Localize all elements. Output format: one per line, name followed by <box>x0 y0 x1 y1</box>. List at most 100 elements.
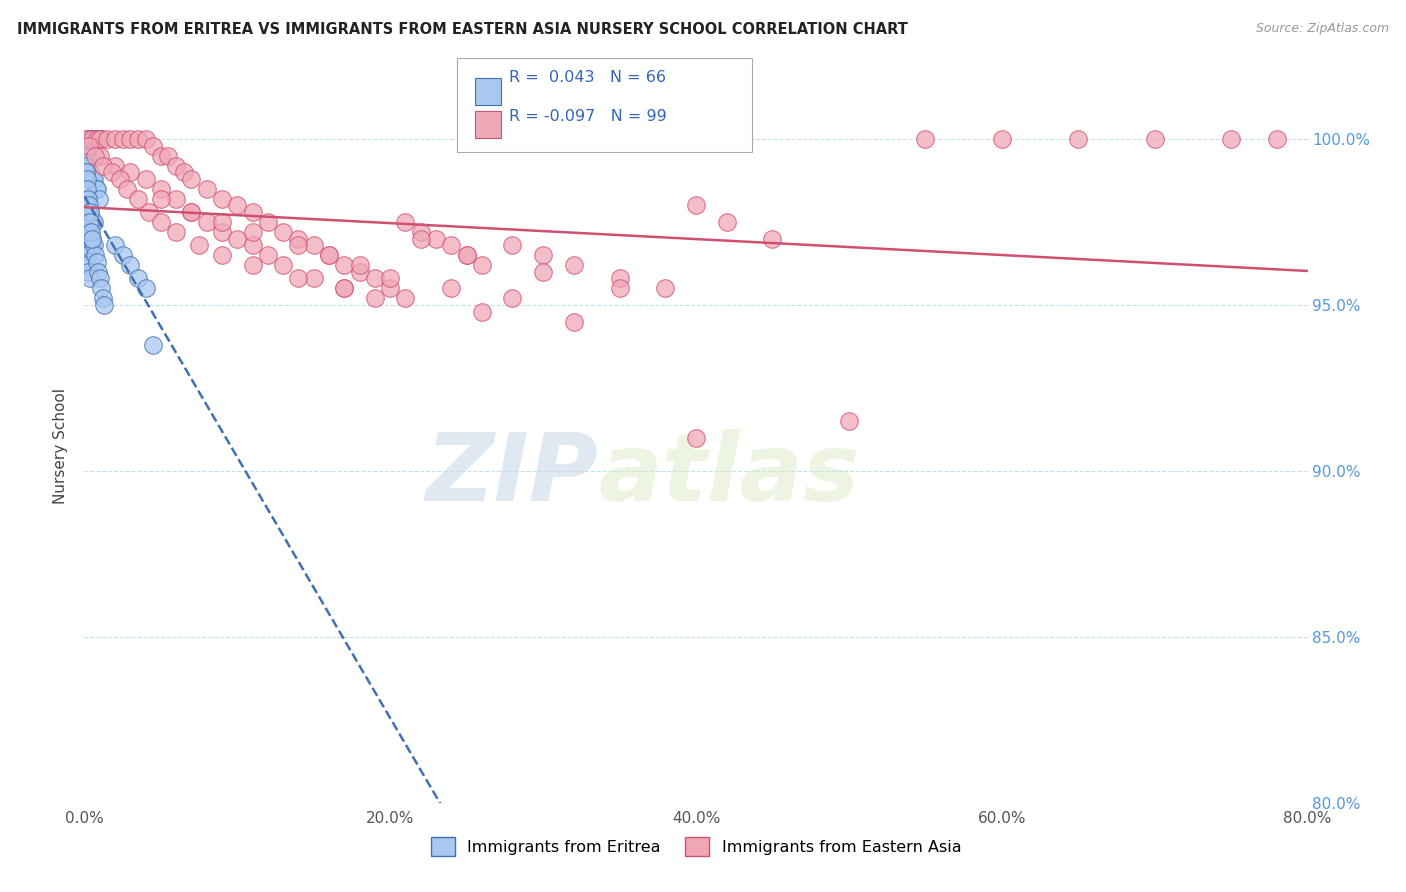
Point <box>1220 132 1243 146</box>
Point <box>80 132 103 146</box>
Point <box>409 231 432 245</box>
Point <box>349 258 371 272</box>
Text: IMMIGRANTS FROM ERITREA VS IMMIGRANTS FROM EASTERN ASIA NURSERY SCHOOL CORRELATI: IMMIGRANTS FROM ERITREA VS IMMIGRANTS FR… <box>17 22 908 37</box>
Point <box>456 248 478 262</box>
Point <box>90 281 112 295</box>
Point <box>180 171 202 186</box>
Point <box>87 132 110 146</box>
Point <box>380 271 402 285</box>
Point <box>91 159 114 173</box>
Point <box>80 215 103 229</box>
Point <box>77 132 100 146</box>
Point <box>76 132 98 146</box>
Point <box>142 138 165 153</box>
Point <box>115 182 138 196</box>
Point <box>104 238 127 252</box>
Point <box>127 192 149 206</box>
Point <box>76 182 98 196</box>
Point <box>76 258 98 272</box>
Point <box>79 132 101 146</box>
Point <box>157 148 180 162</box>
Point <box>90 132 112 146</box>
Point <box>127 271 149 285</box>
Point <box>87 192 110 206</box>
Point <box>257 248 280 262</box>
Point <box>440 281 463 295</box>
Point <box>87 265 110 279</box>
Text: R =  0.043   N = 66: R = 0.043 N = 66 <box>509 70 666 85</box>
Point <box>242 225 264 239</box>
Point <box>364 271 387 285</box>
Point <box>76 205 98 219</box>
Point <box>111 248 134 262</box>
Point <box>80 231 103 245</box>
Point <box>77 254 100 268</box>
Point <box>83 238 105 252</box>
Point <box>76 198 98 212</box>
Point <box>86 132 108 146</box>
Point <box>79 205 101 219</box>
Point <box>761 231 783 245</box>
Point <box>120 258 142 272</box>
Point <box>101 165 124 179</box>
Point <box>79 225 101 239</box>
Point <box>135 171 157 186</box>
Point <box>77 265 100 279</box>
Point <box>226 198 249 212</box>
Point <box>302 271 325 285</box>
Point <box>364 291 387 305</box>
Point <box>93 298 115 312</box>
Point <box>104 159 127 173</box>
Point <box>165 225 187 239</box>
Point <box>83 215 105 229</box>
Point <box>562 258 585 272</box>
Point <box>685 431 707 445</box>
Point <box>80 231 103 245</box>
Point <box>138 205 160 219</box>
Point <box>180 205 202 219</box>
Point <box>77 148 100 162</box>
Point <box>80 171 103 186</box>
Point <box>120 132 142 146</box>
Point <box>211 192 233 206</box>
Point <box>287 271 309 285</box>
Point <box>135 281 157 295</box>
Point <box>96 132 118 146</box>
Point <box>79 205 101 219</box>
Point <box>108 171 131 186</box>
Point <box>79 215 101 229</box>
Point <box>333 258 356 272</box>
Point <box>257 215 280 229</box>
Point <box>77 198 100 212</box>
Point <box>394 291 416 305</box>
Point <box>211 225 233 239</box>
Point <box>287 238 309 252</box>
Point <box>127 132 149 146</box>
Point <box>84 182 107 196</box>
Point <box>86 254 108 268</box>
Point <box>75 159 97 173</box>
Point <box>149 192 172 206</box>
Point <box>84 248 107 262</box>
Point <box>76 231 98 245</box>
Point <box>76 148 98 162</box>
Point <box>77 231 100 245</box>
Point <box>142 338 165 352</box>
Point <box>456 248 478 262</box>
Point <box>242 205 264 219</box>
Point <box>471 258 494 272</box>
Point <box>211 215 233 229</box>
Point <box>83 171 105 186</box>
Point <box>149 148 172 162</box>
Point <box>425 231 447 245</box>
Point <box>380 281 402 295</box>
Point <box>79 238 101 252</box>
Point <box>440 238 463 252</box>
Point <box>188 238 211 252</box>
Text: ZIP: ZIP <box>425 428 598 521</box>
Point <box>89 132 111 146</box>
Point <box>838 414 860 428</box>
Point <box>75 148 97 162</box>
Point <box>80 225 103 239</box>
Point <box>75 165 97 179</box>
